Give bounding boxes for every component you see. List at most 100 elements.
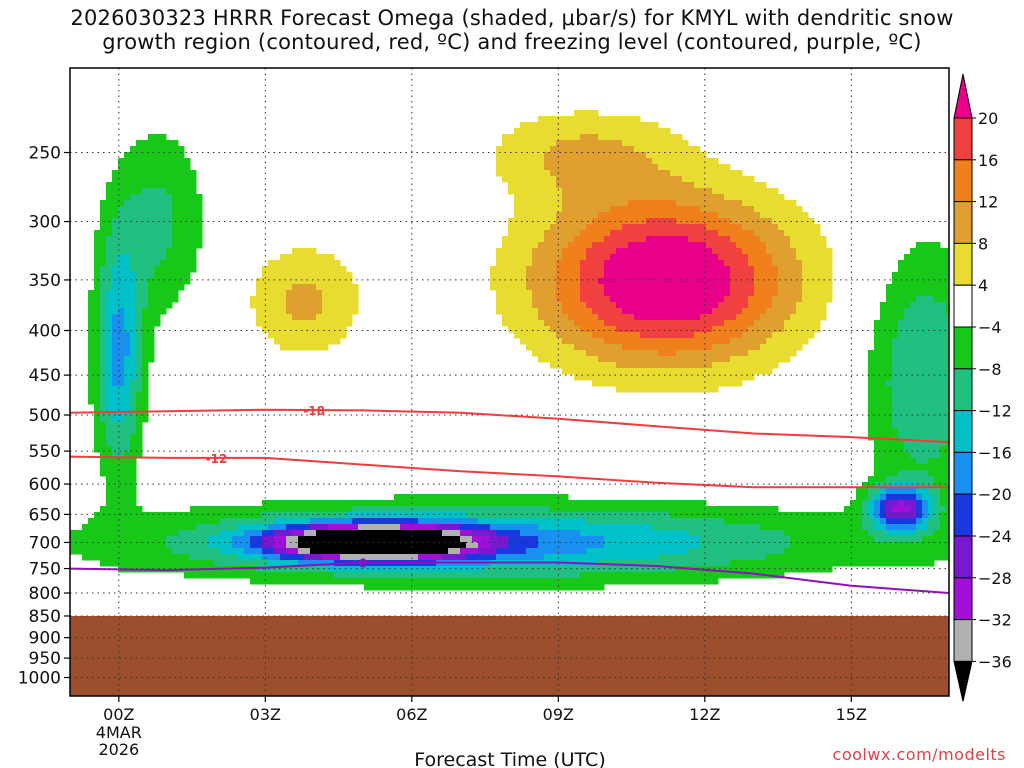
- omega-cell: [382, 584, 389, 591]
- omega-cell: [280, 296, 287, 303]
- omega-cell: [574, 128, 581, 135]
- omega-cell: [724, 248, 731, 255]
- omega-cell: [286, 578, 293, 585]
- omega-cell: [850, 518, 857, 525]
- omega-cell: [754, 272, 761, 279]
- omega-cell: [358, 512, 365, 519]
- omega-cell: [646, 326, 653, 333]
- omega-cell: [892, 314, 899, 321]
- omega-cell: [592, 320, 599, 327]
- omega-cell: [514, 230, 521, 237]
- omega-cell: [790, 212, 797, 219]
- omega-cell: [574, 278, 581, 285]
- omega-cell: [694, 152, 701, 159]
- omega-cell: [346, 578, 353, 585]
- omega-cell: [706, 284, 713, 291]
- omega-cell: [178, 146, 185, 153]
- omega-cell: [778, 248, 785, 255]
- omega-cell: [658, 170, 665, 177]
- omega-cell: [124, 428, 131, 435]
- omega-cell: [520, 206, 527, 213]
- omega-cell: [274, 260, 281, 267]
- omega-cell: [754, 242, 761, 249]
- omega-cell: [664, 170, 671, 177]
- omega-cell: [532, 158, 539, 165]
- omega-cell: [532, 200, 539, 207]
- omega-cell: [796, 254, 803, 261]
- omega-cell: [136, 560, 143, 567]
- omega-cell: [184, 266, 191, 273]
- omega-cell: [142, 338, 149, 345]
- omega-cell: [256, 518, 263, 525]
- omega-cell: [790, 272, 797, 279]
- omega-cell: [586, 272, 593, 279]
- omega-cell: [304, 512, 311, 519]
- omega-cell: [154, 518, 161, 525]
- omega-cell: [238, 560, 245, 567]
- omega-cell: [292, 284, 299, 291]
- omega-cell: [286, 326, 293, 333]
- omega-cell: [526, 158, 533, 165]
- omega-cell: [562, 236, 569, 243]
- omega-cell: [178, 530, 185, 537]
- omega-cell: [754, 212, 761, 219]
- omega-cell: [604, 200, 611, 207]
- omega-cell: [526, 194, 533, 201]
- omega-cell: [796, 314, 803, 321]
- omega-cell: [76, 542, 83, 549]
- omega-cell: [532, 314, 539, 321]
- omega-cell: [874, 332, 881, 339]
- omega-cell: [190, 224, 197, 231]
- omega-cell: [808, 566, 815, 573]
- omega-cell: [886, 524, 893, 531]
- omega-cell: [892, 320, 899, 327]
- omega-cell: [616, 176, 623, 183]
- omega-cell: [478, 518, 485, 525]
- omega-cell: [604, 188, 611, 195]
- omega-cell: [844, 554, 851, 561]
- omega-cell: [226, 560, 233, 567]
- omega-cell: [688, 524, 695, 531]
- omega-cell: [604, 248, 611, 255]
- omega-cell: [178, 272, 185, 279]
- omega-cell: [670, 140, 677, 147]
- omega-cell: [490, 500, 497, 507]
- omega-cell: [898, 326, 905, 333]
- omega-cell: [538, 584, 545, 591]
- omega-cell: [598, 266, 605, 273]
- omega-cell: [784, 560, 791, 567]
- omega-cell: [322, 506, 329, 513]
- omega-cell: [784, 314, 791, 321]
- omega-cell: [514, 284, 521, 291]
- omega-cell: [742, 566, 749, 573]
- omega-cell: [886, 398, 893, 405]
- omega-cell: [712, 548, 719, 555]
- omega-cell: [334, 512, 341, 519]
- omega-cell: [136, 278, 143, 285]
- omega-cell: [328, 512, 335, 519]
- omega-cell: [544, 188, 551, 195]
- omega-cell: [844, 542, 851, 549]
- omega-cell: [274, 290, 281, 297]
- omega-cell: [748, 506, 755, 513]
- omega-cell: [562, 182, 569, 189]
- omega-cell: [556, 536, 563, 543]
- omega-cell: [358, 536, 365, 543]
- omega-cell: [112, 374, 119, 381]
- omega-cell: [538, 122, 545, 129]
- omega-cell: [112, 386, 119, 393]
- omega-cell: [790, 326, 797, 333]
- omega-cell: [760, 320, 767, 327]
- omega-cell: [412, 530, 419, 537]
- omega-cell: [88, 350, 95, 357]
- omega-cell: [274, 506, 281, 513]
- omega-cell: [544, 530, 551, 537]
- omega-cell: [700, 266, 707, 273]
- omega-cell: [340, 506, 347, 513]
- omega-cell: [772, 572, 779, 579]
- omega-cell: [652, 386, 659, 393]
- omega-cell: [130, 362, 137, 369]
- omega-cell: [574, 566, 581, 573]
- omega-cell: [568, 584, 575, 591]
- omega-cell: [208, 512, 215, 519]
